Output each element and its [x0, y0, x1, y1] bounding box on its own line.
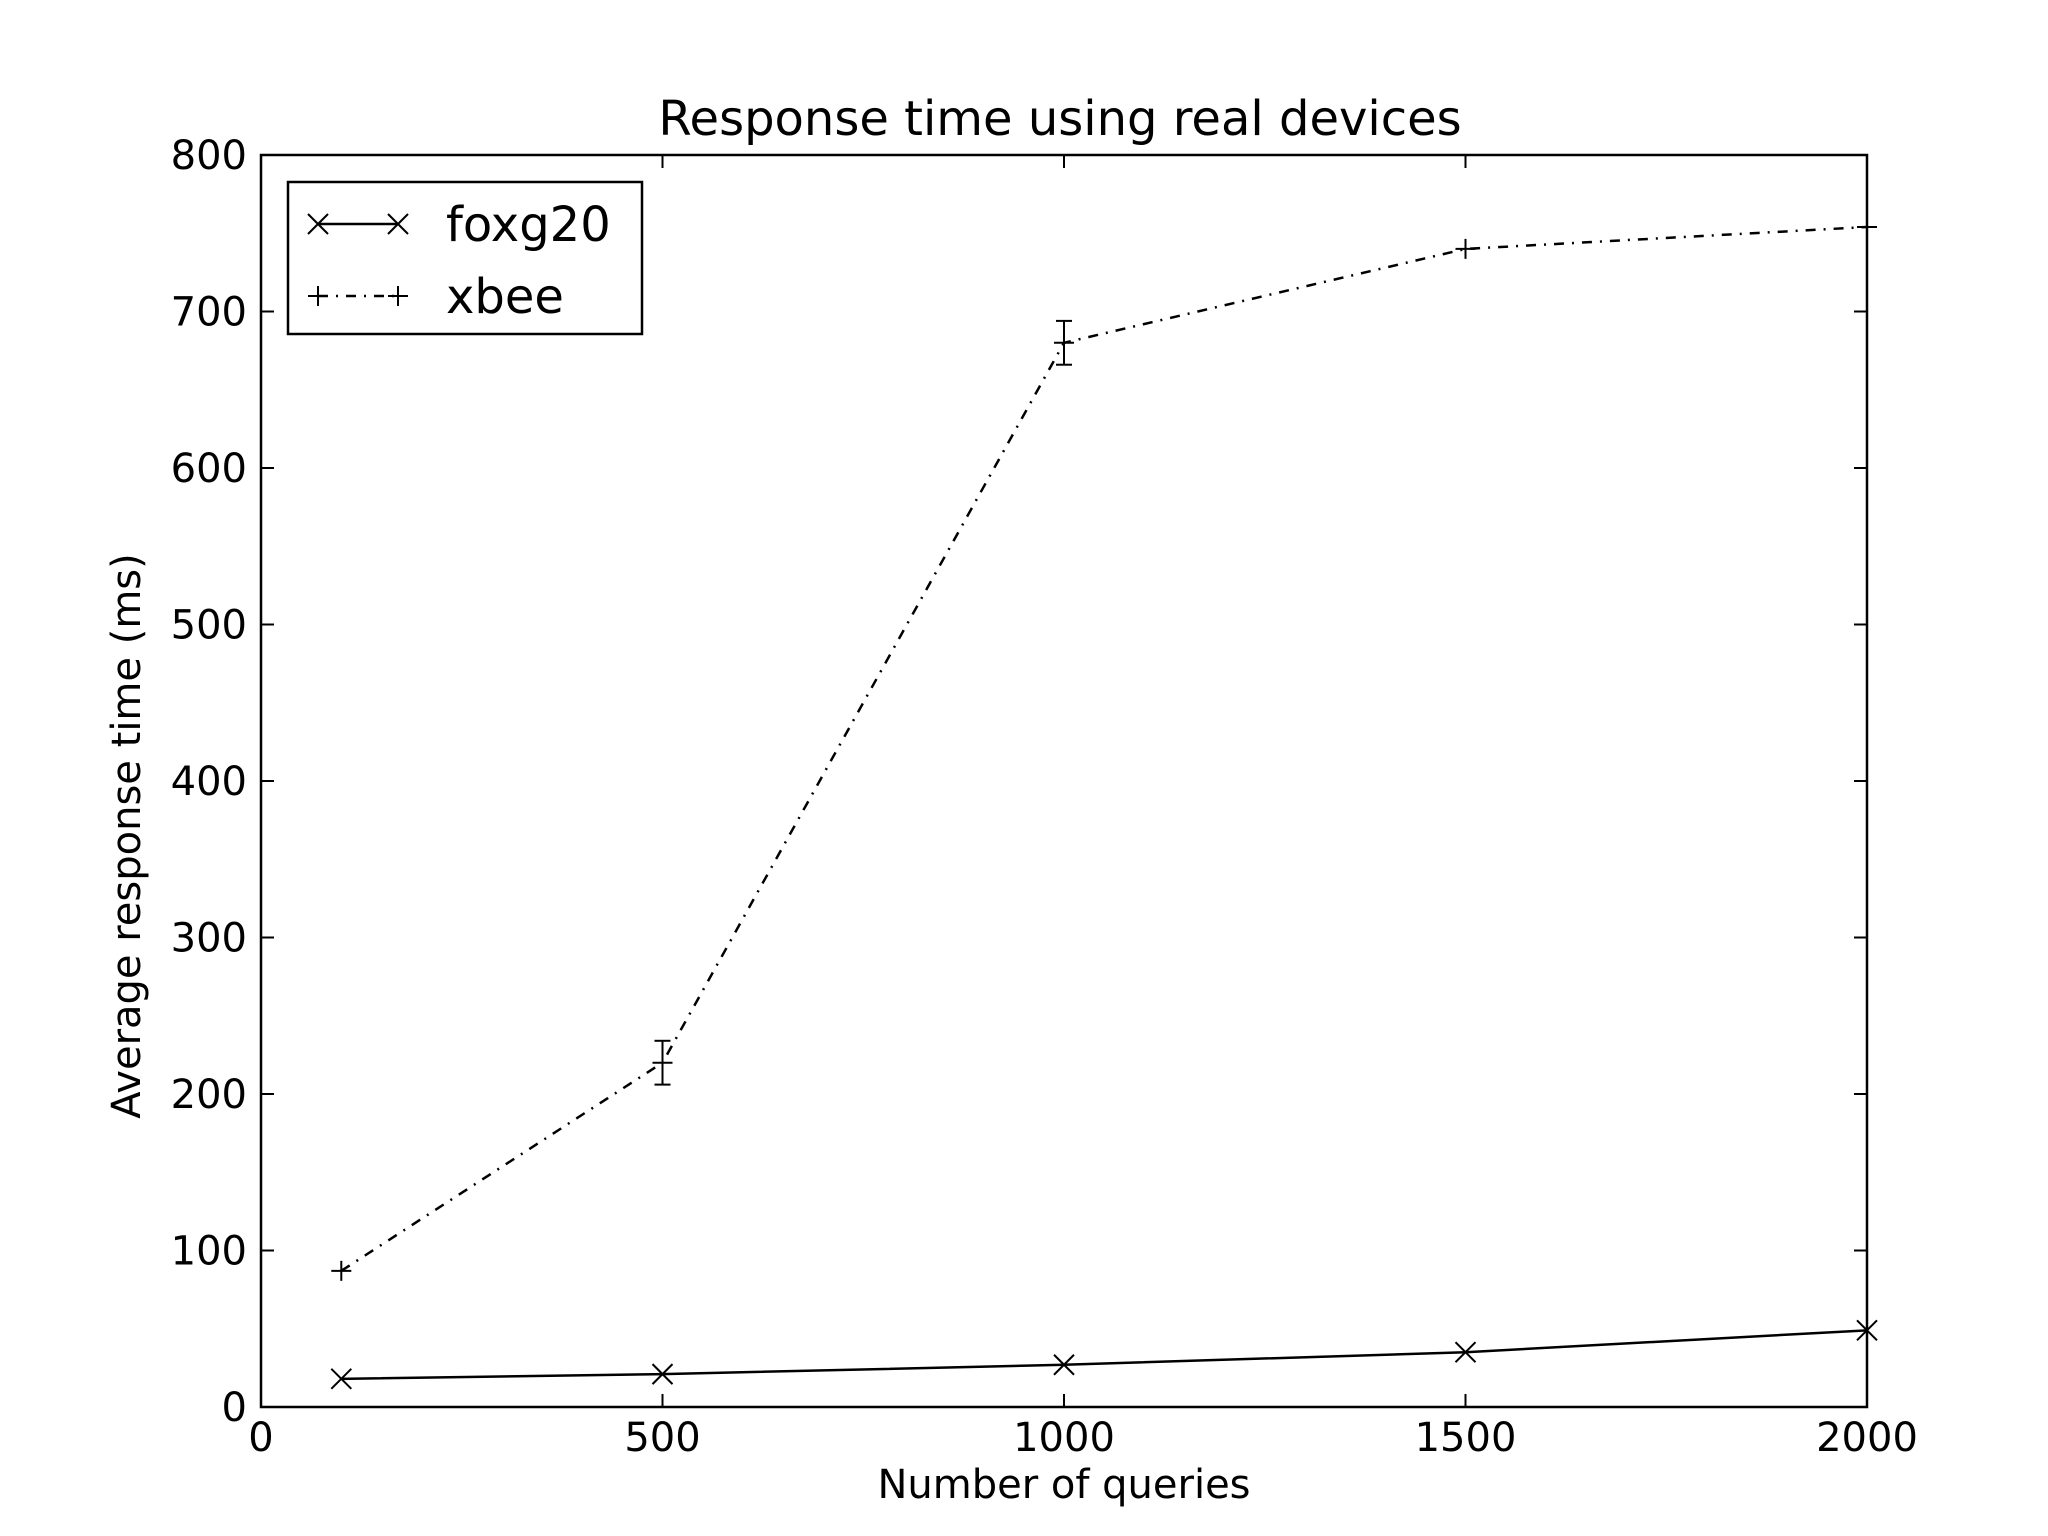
- data-point-foxg20: [1053, 1354, 1075, 1376]
- y-tick-label: 500: [171, 603, 247, 649]
- data-point-foxg20: [1856, 1319, 1878, 1342]
- x-tick-label: 1500: [1415, 1415, 1517, 1461]
- data-point-foxg20: [1454, 1341, 1477, 1363]
- y-tick-label: 600: [171, 446, 247, 492]
- x-axis-label: Number of queries: [877, 1462, 1250, 1508]
- data-point-xbee: [1857, 216, 1877, 237]
- x-tick-label: 0: [248, 1415, 273, 1461]
- chart-title: Response time using real devices: [658, 91, 1461, 147]
- y-tick-label: 300: [171, 916, 247, 962]
- data-point-foxg20: [651, 1363, 674, 1385]
- legend-marker: [308, 286, 328, 306]
- series-line-xbee: [340, 225, 1868, 1272]
- y-tick-label: 800: [171, 133, 247, 179]
- series-foxg20: [330, 1319, 1878, 1390]
- legend-item-xbee: xbee: [308, 269, 564, 325]
- data-point-xbee: [1455, 238, 1476, 259]
- data-point-xbee: [331, 1260, 352, 1281]
- axis-ticks: 0 500 1000 1500 2000 0 100 200 300 400 500 600 700 80…: [171, 133, 1918, 1461]
- legend-item-foxg20: foxg20: [307, 197, 611, 253]
- y-axis-label: Average response time (ms): [104, 553, 150, 1118]
- legend: foxg20 xbee: [286, 180, 644, 336]
- y-tick-label: 700: [171, 290, 247, 336]
- data-point-foxg20: [330, 1368, 353, 1390]
- y-tick-label: 100: [171, 1229, 247, 1275]
- legend-label: foxg20: [446, 197, 611, 253]
- series-line-foxg20: [341, 1329, 1868, 1381]
- data-point-xbee: [652, 1052, 673, 1073]
- y-tick-label: 200: [171, 1072, 247, 1118]
- x-tick-label: 500: [624, 1415, 700, 1461]
- series-xbee: [331, 216, 1877, 1281]
- legend-label: xbee: [446, 269, 564, 325]
- data-point-xbee: [1054, 332, 1074, 353]
- series-layer: [330, 216, 1878, 1390]
- x-tick-label: 2000: [1816, 1415, 1918, 1461]
- legend-box: [286, 180, 644, 336]
- y-tick-label: 400: [171, 759, 247, 805]
- legend-marker: [387, 213, 409, 235]
- legend-marker: [388, 286, 408, 306]
- x-tick-label: 1000: [1013, 1415, 1115, 1461]
- y-tick-label: 0: [222, 1385, 247, 1431]
- legend-marker: [307, 213, 329, 235]
